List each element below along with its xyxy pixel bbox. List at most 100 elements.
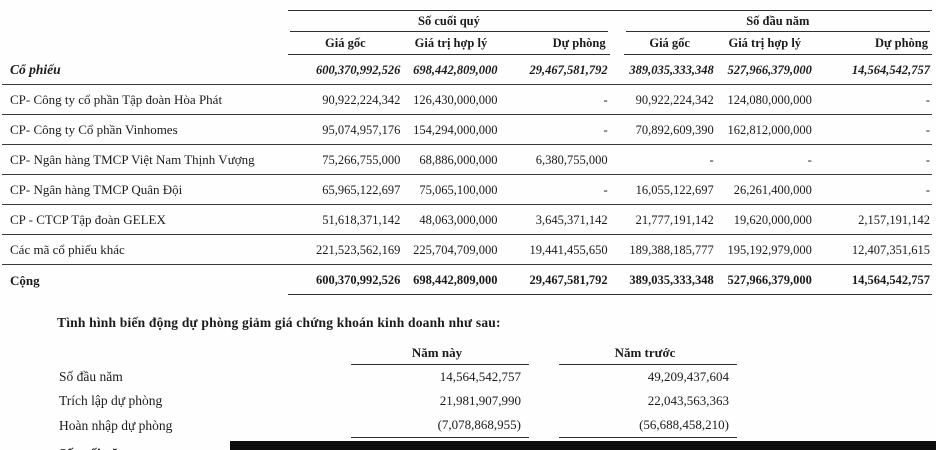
securities-table: Số cuối quý Số đầu năm Giá gốc Giá trị h… bbox=[2, 10, 932, 295]
cell-value: 389,035,333,348 bbox=[623, 264, 716, 295]
cell-value: - bbox=[813, 114, 932, 145]
cell-value: 68,886,000,000 bbox=[402, 144, 500, 175]
row-label: Hoàn nhập dự phòng bbox=[59, 417, 173, 433]
group-header-row: Số cuối quý Số đầu năm bbox=[2, 10, 932, 33]
cell-value: (56,688,458,210) bbox=[639, 417, 729, 432]
table-row: Các mã cổ phiếu khác 221,523,562,169 225… bbox=[2, 234, 932, 265]
section-row-stocks: Cổ phiếu 600,370,992,526 698,442,809,000… bbox=[2, 54, 932, 85]
row-label: Số cuối năm bbox=[57, 438, 351, 450]
group-header-beginning-of-year: Số đầu năm bbox=[623, 10, 932, 32]
cell-value: 3,645,371,142 bbox=[499, 204, 610, 235]
column-header: Năm trước bbox=[559, 341, 737, 365]
table-row: Số đầu năm 14,564,542,757 49,209,437,604 bbox=[57, 365, 737, 390]
cell-value: 75,065,100,000 bbox=[402, 174, 500, 205]
cell-value: 126,430,000,000 bbox=[402, 84, 500, 115]
row-label: Cộng bbox=[10, 272, 40, 288]
cell-value: 26,261,400,000 bbox=[715, 174, 814, 205]
row-label: Cổ phiếu bbox=[2, 54, 289, 85]
column-header: Giá gốc bbox=[623, 32, 716, 55]
cell-value: 162,812,000,000 bbox=[715, 114, 814, 145]
cell-value: - bbox=[499, 84, 610, 115]
cell-value: - bbox=[715, 144, 814, 175]
cell-value: 14,564,542,757 bbox=[439, 369, 521, 384]
table-row: Trích lập dự phòng 21,981,907,990 22,043… bbox=[57, 389, 737, 413]
spacer-cell bbox=[609, 144, 624, 175]
cell-value: 600,370,992,526 bbox=[288, 54, 403, 85]
cell-value: - bbox=[813, 174, 932, 205]
spacer-cell bbox=[610, 32, 624, 55]
spacer-cell bbox=[2, 32, 288, 55]
spacer-cell bbox=[529, 341, 559, 365]
cell-value: 225,704,709,000 bbox=[402, 234, 500, 265]
spacer-cell bbox=[529, 389, 559, 413]
provision-note-heading: Tình hình biến động dự phòng giảm giá ch… bbox=[57, 315, 501, 330]
cell-value: - bbox=[499, 114, 610, 145]
cell-value: 698,442,809,000 bbox=[402, 54, 500, 85]
cell-value: 21,981,907,990 bbox=[439, 393, 521, 408]
table-row: CP- Công ty Cổ phần Vinhomes 95,074,957,… bbox=[2, 114, 932, 145]
spacer-cell bbox=[529, 365, 559, 390]
cell-value: - bbox=[623, 144, 716, 175]
row-label: Số đầu năm bbox=[59, 369, 123, 384]
cell-value: 14,564,542,757 bbox=[813, 54, 932, 85]
cell-value: - bbox=[813, 84, 932, 115]
spacer-cell bbox=[609, 84, 624, 115]
column-header: Giá trị hợp lý bbox=[715, 32, 814, 55]
table-row: CP - CTCP Tập đoàn GELEX 51,618,371,142 … bbox=[2, 204, 932, 235]
cell-value: 600,370,992,526 bbox=[288, 264, 403, 295]
group-header-label: Số cuối quý bbox=[290, 11, 608, 32]
column-header: Dự phòng bbox=[499, 32, 610, 55]
cell-value: 21,777,191,142 bbox=[623, 204, 716, 235]
cell-value: 12,407,351,615 bbox=[813, 234, 932, 265]
column-header: Dự phòng bbox=[813, 32, 932, 55]
cell-value: 124,080,000,000 bbox=[715, 84, 814, 115]
table-row: CP- Ngân hàng TMCP Quân Đội 65,965,122,6… bbox=[2, 174, 932, 205]
cell-value: 221,523,562,169 bbox=[288, 234, 403, 265]
spacer-cell bbox=[609, 264, 624, 295]
row-label: CP- Công ty Cổ phần Vinhomes bbox=[2, 114, 289, 145]
column-header-row: Giá gốc Giá trị hợp lý Dự phòng Giá gốc … bbox=[2, 32, 932, 55]
cell-value: 189,388,185,777 bbox=[623, 234, 716, 265]
cell-value: 527,966,379,000 bbox=[715, 54, 814, 85]
cell-value: 389,035,333,348 bbox=[623, 54, 716, 85]
cell-value: 29,467,581,792 bbox=[499, 54, 610, 85]
cell-value: 6,380,755,000 bbox=[499, 144, 610, 175]
row-label: Các mã cổ phiếu khác bbox=[2, 234, 289, 265]
cell-value: 29,467,581,792 bbox=[499, 264, 610, 295]
column-header: Năm này bbox=[351, 341, 529, 365]
cell-value: 95,074,957,176 bbox=[288, 114, 403, 145]
spacer-cell bbox=[609, 234, 624, 265]
spacer-cell bbox=[529, 413, 559, 438]
row-label: Trích lập dự phòng bbox=[59, 393, 163, 408]
row-label: CP - CTCP Tập đoàn GELEX bbox=[2, 204, 289, 235]
row-label: CP- Ngân hàng TMCP Việt Nam Thịnh Vượng bbox=[2, 144, 289, 175]
cell-value: - bbox=[813, 144, 932, 175]
cell-value: 527,966,379,000 bbox=[715, 264, 814, 295]
cell-value: 14,564,542,757 bbox=[813, 264, 932, 295]
cell-value: 195,192,979,000 bbox=[715, 234, 814, 265]
spacer-cell bbox=[609, 54, 624, 85]
cell-value: 48,063,000,000 bbox=[402, 204, 500, 235]
cell-value: (7,078,868,955) bbox=[437, 417, 521, 432]
cell-value: 22,043,563,363 bbox=[647, 393, 729, 408]
cell-value: 90,922,224,342 bbox=[623, 84, 716, 115]
cell-value: 19,620,000,000 bbox=[715, 204, 814, 235]
total-row: Cộng 600,370,992,526 698,442,809,000 29,… bbox=[2, 264, 932, 295]
redaction-bar bbox=[230, 441, 936, 450]
table-row: CP- Công ty cổ phần Tập đoàn Hòa Phát 90… bbox=[2, 84, 932, 115]
t2-header-row: Năm này Năm trước bbox=[57, 341, 737, 365]
cell-value: - bbox=[499, 174, 610, 205]
table-row: CP- Ngân hàng TMCP Việt Nam Thịnh Vượng … bbox=[2, 144, 932, 175]
cell-value: 2,157,191,142 bbox=[813, 204, 932, 235]
cell-value: 51,618,371,142 bbox=[288, 204, 403, 235]
spacer-cell bbox=[57, 341, 351, 365]
cell-value: 698,442,809,000 bbox=[402, 264, 500, 295]
spacer-cell bbox=[609, 10, 624, 32]
provision-movement-table: Năm này Năm trước Số đầu năm 14,564,542,… bbox=[57, 341, 737, 450]
row-label: CP- Công ty cổ phần Tập đoàn Hòa Phát bbox=[2, 84, 289, 115]
group-header-label: Số đầu năm bbox=[625, 11, 930, 32]
spacer-cell bbox=[2, 11, 288, 33]
column-header: Giá trị hợp lý bbox=[402, 32, 500, 55]
spacer-cell bbox=[609, 204, 624, 235]
